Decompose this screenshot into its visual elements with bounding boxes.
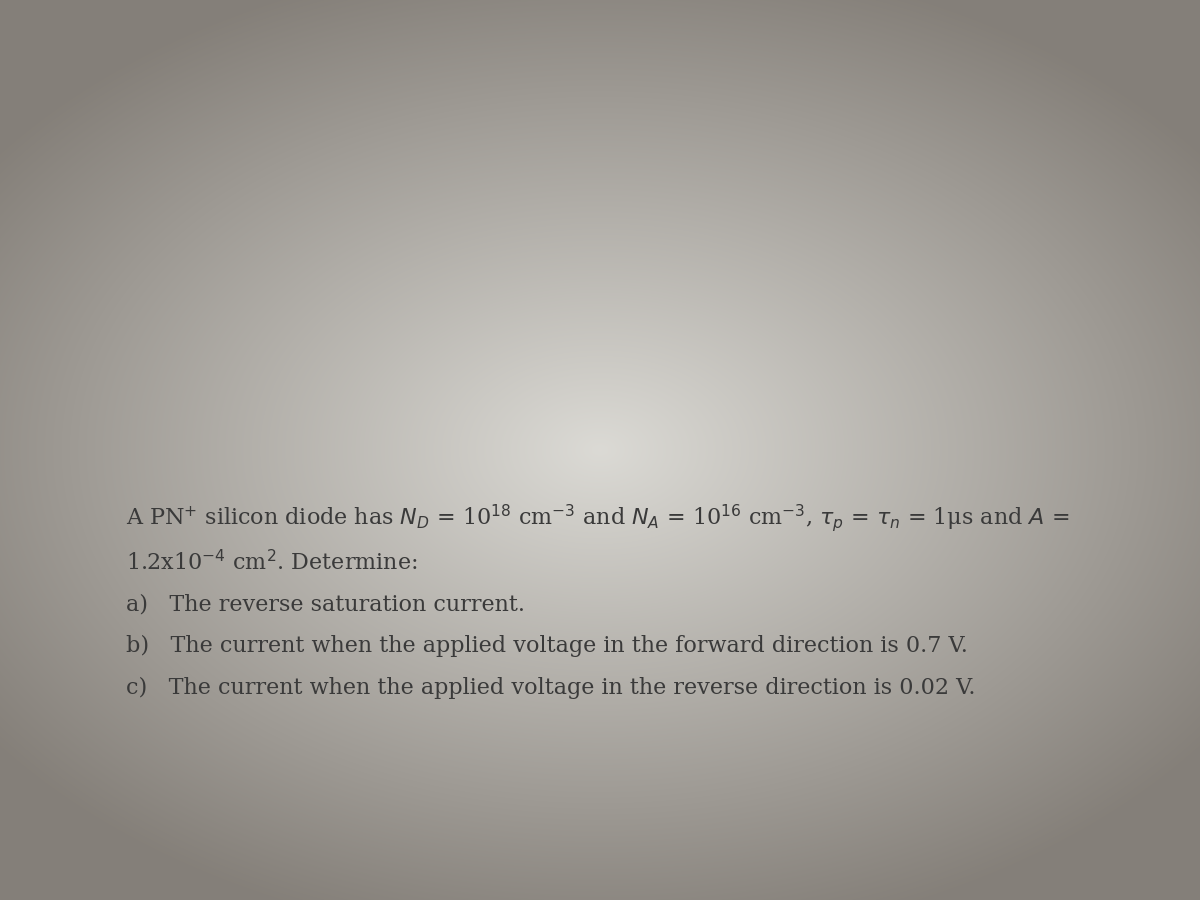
Text: c)   The current when the applied voltage in the reverse direction is 0.02 V.: c) The current when the applied voltage … <box>126 677 976 698</box>
Text: a)   The reverse saturation current.: a) The reverse saturation current. <box>126 594 526 616</box>
Text: b)   The current when the applied voltage in the forward direction is 0.7 V.: b) The current when the applied voltage … <box>126 635 968 657</box>
Text: A PN$^{+}$ silicon diode has $N_D$ = 10$^{18}$ cm$^{-3}$ and $N_A$ = 10$^{16}$ c: A PN$^{+}$ silicon diode has $N_D$ = 10$… <box>126 501 1069 534</box>
Text: 1.2x10$^{-4}$ cm$^{2}$. Determine:: 1.2x10$^{-4}$ cm$^{2}$. Determine: <box>126 550 418 575</box>
